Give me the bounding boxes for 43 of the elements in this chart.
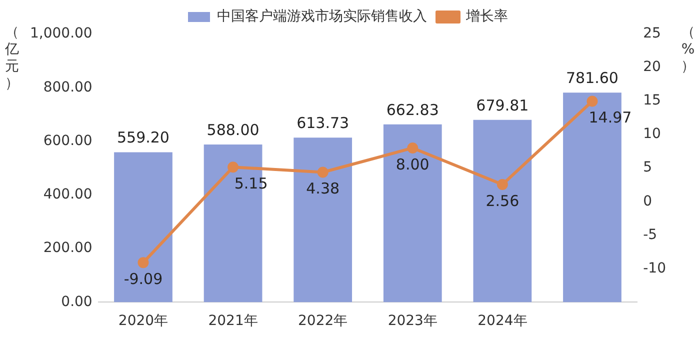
x-tick-label: 2021年 [208,313,258,330]
point [407,142,418,154]
y-tick-label: 600.00 [43,132,92,149]
bar [294,138,352,302]
y-tick-label: 400.00 [43,186,92,203]
x-tick-label: 2023年 [388,313,438,330]
data-label: 8.00 [396,155,430,174]
bar [473,120,532,302]
point [138,257,149,268]
y2-tick-label: -10 [643,260,666,276]
y2-tick-label: 15 [643,92,661,109]
data-label: 781.60 [566,68,618,87]
y-tick-label: 1,000.00 [30,26,92,42]
data-label: 2.56 [486,192,520,210]
data-label: 662.83 [386,100,439,119]
y2-tick-label: -5 [643,226,658,243]
bar [383,124,442,302]
x-tick-label: 2022年 [298,313,348,330]
point [317,166,328,178]
data-label: 613.73 [296,114,350,132]
y2-axis-title: （%） [681,24,695,75]
y2-tick-label: 20 [643,59,661,76]
legend-label: 增长率 [465,8,508,25]
x-tick-label: 2020年 [118,313,168,330]
y-axis-title: （亿元） [4,24,19,92]
data-label: 588.00 [206,120,260,139]
legend-label: 中国客户端游戏市场实际销售收入 [217,8,427,25]
y2-tick-label: 25 [643,26,661,42]
y-tick-label: 0.00 [61,294,92,310]
point [496,178,508,190]
data-label: 559.20 [116,128,170,147]
data-label: 4.38 [306,180,340,198]
data-label: 679.81 [476,96,529,114]
y2-tick-label: 10 [643,126,661,142]
point [228,162,239,173]
y-tick-label: 800.00 [43,79,92,96]
y2-tick-label: 5 [643,160,652,176]
y-tick-label: 200.00 [43,240,92,256]
data-label: -9.09 [124,270,163,288]
bar [114,152,172,302]
x-tick-label: 2024年 [478,313,528,330]
y2-tick-label: 0 [643,193,652,210]
point [586,96,598,107]
